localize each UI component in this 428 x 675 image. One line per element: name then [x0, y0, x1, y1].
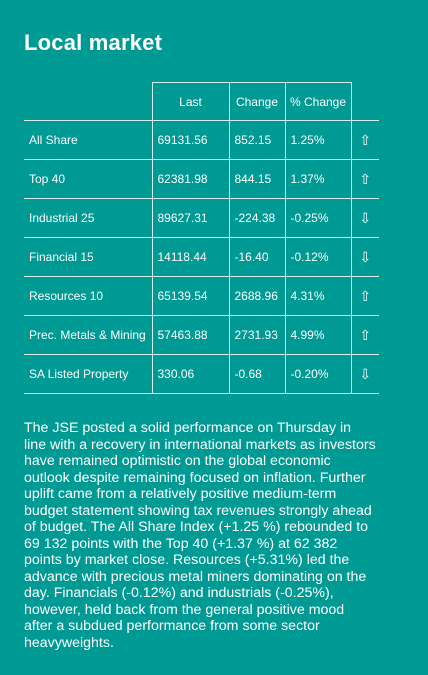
row-last-cell: 330.06	[151, 354, 230, 394]
row-pct-change-cell: -0.12%	[284, 237, 352, 277]
row-last-cell: 62381.98	[151, 159, 230, 199]
header-last: Last	[151, 82, 230, 121]
row-last-cell: 69131.56	[151, 120, 230, 160]
up-arrow-icon: ⇧	[350, 159, 379, 199]
down-arrow-icon: ⇩	[350, 354, 379, 394]
row-name-cell: SA Listed Property	[24, 354, 153, 394]
page-title: Local market	[24, 30, 163, 55]
table-row-financial-15: Financial 15 14118.44 -16.40 -0.12% ⇩	[24, 237, 379, 277]
table-row-prec-metals-mining: Prec. Metals & Mining 57463.88 2731.93 4.99…	[24, 315, 379, 355]
table-row-top-40: Top 40 62381.98 844.15 1.37% ⇧	[24, 159, 379, 199]
up-arrow-icon: ⇧	[350, 315, 379, 355]
header-pct-change: % Change	[284, 82, 352, 121]
header-change: Change	[228, 82, 286, 121]
row-pct-change-cell: 4.99%	[284, 315, 352, 355]
row-change-cell: -16.40	[228, 237, 286, 277]
row-pct-change-cell: -0.25%	[284, 198, 352, 238]
table-row-all-share: All Share 69131.56 852.15 1.25% ⇧	[24, 120, 379, 160]
row-last-cell: 65139.54	[151, 276, 230, 316]
table-row-sa-listed-property: SA Listed Property 330.06 -0.68 -0.20% ⇩	[24, 354, 379, 394]
row-change-cell: 844.15	[228, 159, 286, 199]
row-name-cell: Prec. Metals & Mining	[24, 315, 153, 355]
market-commentary: The JSE posted a solid performance on Th…	[24, 420, 376, 651]
row-pct-change-cell: 1.25%	[284, 120, 352, 160]
row-name-cell: Industrial 25	[24, 198, 153, 238]
row-change-cell: -0.68	[228, 354, 286, 394]
table-header-row: Last Change % Change	[24, 82, 379, 121]
down-arrow-icon: ⇩	[350, 198, 379, 238]
row-change-cell: 2688.96	[228, 276, 286, 316]
up-arrow-icon: ⇧	[350, 276, 379, 316]
row-pct-change-cell: 1.37%	[284, 159, 352, 199]
row-last-cell: 14118.44	[151, 237, 230, 277]
down-arrow-icon: ⇩	[350, 237, 379, 277]
row-last-cell: 57463.88	[151, 315, 230, 355]
row-pct-change-cell: 4.31%	[284, 276, 352, 316]
row-change-cell: 852.15	[228, 120, 286, 160]
up-arrow-icon: ⇧	[350, 120, 379, 160]
row-name-cell: Financial 15	[24, 237, 153, 277]
row-change-cell: -224.38	[228, 198, 286, 238]
row-pct-change-cell: -0.20%	[284, 354, 352, 394]
header-blank-cell	[24, 82, 153, 121]
row-name-cell: Resources 10	[24, 276, 153, 316]
market-table: Last Change % Change All Share 69131.56 85…	[24, 82, 379, 394]
table-body: All Share 69131.56 852.15 1.25% ⇧ Top 40 62381…	[24, 120, 379, 394]
row-name-cell: Top 40	[24, 159, 153, 199]
header-arrow-cell	[350, 82, 379, 121]
row-last-cell: 89627.31	[151, 198, 230, 238]
table-row-industrial-25: Industrial 25 89627.31 -224.38 -0.25% ⇩	[24, 198, 379, 238]
row-name-cell: All Share	[24, 120, 153, 160]
row-change-cell: 2731.93	[228, 315, 286, 355]
table-row-resources-10: Resources 10 65139.54 2688.96 4.31% ⇧	[24, 276, 379, 316]
